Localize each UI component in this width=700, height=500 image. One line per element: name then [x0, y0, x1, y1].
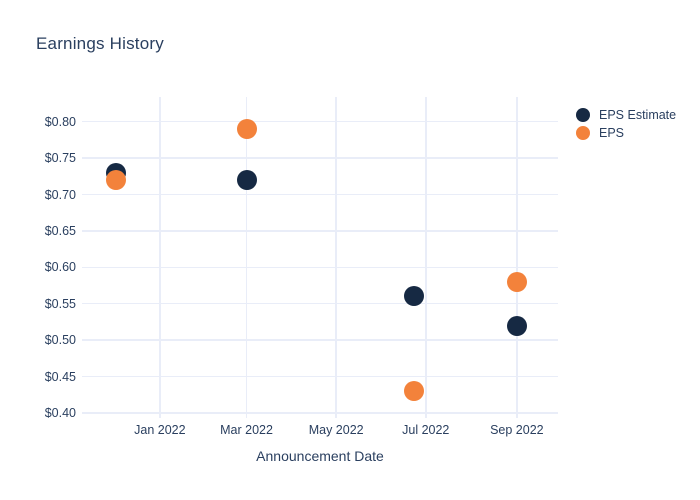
legend-item-eps-estimate[interactable]: EPS Estimate [572, 106, 676, 124]
legend-item-eps[interactable]: EPS [572, 124, 676, 142]
x-gridline [245, 97, 248, 418]
y-gridline [82, 193, 558, 196]
y-tick-label: $0.55 [44, 296, 76, 311]
y-tick-label: $0.40 [44, 405, 76, 420]
x-axis-title: Announcement Date [256, 448, 384, 464]
y-tick-label: $0.50 [44, 333, 76, 348]
y-gridline [82, 230, 558, 232]
y-tick-label: $0.75 [44, 151, 76, 166]
legend-marker-icon [576, 108, 590, 122]
data-point-eps-estimate[interactable] [236, 169, 257, 190]
data-point-eps[interactable] [506, 271, 527, 292]
y-tick-label: $0.60 [44, 260, 76, 275]
y-tick-label: $0.70 [44, 187, 76, 202]
y-tick-label: $0.65 [44, 223, 76, 238]
y-tick-label: $0.80 [44, 114, 76, 129]
y-gridline [82, 266, 558, 269]
data-point-eps[interactable] [105, 169, 126, 190]
x-tick-label: Jan 2022 [134, 423, 186, 437]
y-gridline [82, 375, 558, 378]
x-tick-label: May 2022 [308, 423, 364, 437]
y-gridline [82, 120, 558, 123]
y-gridline [82, 157, 558, 159]
legend-label: EPS Estimate [599, 108, 677, 122]
chart-title: Earnings History [36, 34, 164, 53]
x-gridline [516, 97, 518, 418]
x-gridline [159, 97, 161, 418]
data-point-eps-estimate[interactable] [404, 286, 425, 307]
y-tick-label: $0.45 [44, 369, 76, 384]
x-tick-label: Jul 2022 [402, 423, 450, 437]
data-point-eps-estimate[interactable] [506, 315, 527, 336]
legend: EPS Estimate EPS [572, 106, 676, 142]
legend-marker-icon [576, 126, 590, 140]
data-point-eps[interactable] [404, 381, 425, 402]
y-gridline [82, 339, 558, 341]
x-tick-label: Sep 2022 [490, 423, 544, 437]
legend-label: EPS [599, 126, 625, 140]
x-gridline [425, 97, 427, 418]
y-gridline [82, 302, 558, 305]
x-gridline [335, 97, 337, 418]
x-tick-label: Mar 2022 [220, 423, 273, 437]
y-gridline [82, 412, 558, 414]
data-point-eps[interactable] [236, 119, 257, 140]
